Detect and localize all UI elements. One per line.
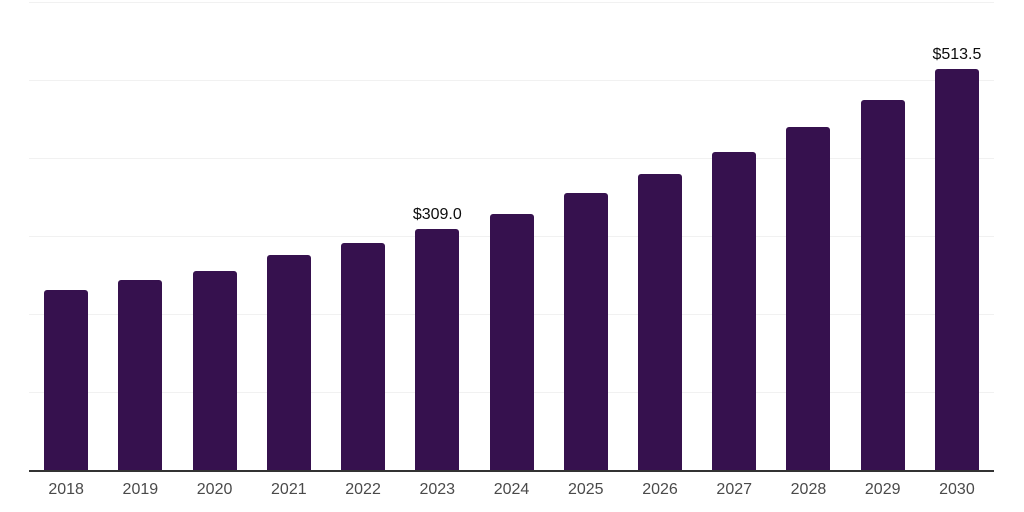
bar-slot-2018 <box>29 2 103 470</box>
gridline-400 <box>29 158 994 159</box>
bar-slot-2022 <box>326 2 400 470</box>
value-label-2023: $309.0 <box>412 205 462 223</box>
bar-slot-2028 <box>771 2 845 470</box>
x-tick-label-2026: 2026 <box>642 481 678 498</box>
bar-2023 <box>415 228 460 470</box>
bar-slot-2023: $309.0 <box>400 2 474 470</box>
x-tick-label-2028: 2028 <box>790 481 827 498</box>
x-axis-line <box>29 470 994 472</box>
bar-slot-2019 <box>103 2 177 470</box>
bar-2029 <box>860 99 905 470</box>
bar-2020 <box>192 271 237 470</box>
bar-slot-2027 <box>697 2 771 470</box>
bar-2028 <box>786 126 831 470</box>
x-tick-label-2020: 2020 <box>196 481 233 498</box>
x-tick-label-2021: 2021 <box>271 481 307 498</box>
bar-2021 <box>266 254 311 470</box>
x-tick-label-2030: 2030 <box>939 481 975 498</box>
x-tick-label-2023: 2023 <box>419 481 456 498</box>
bar-2026 <box>637 173 682 470</box>
bar-2025 <box>563 193 608 470</box>
x-tick-label-2029: 2029 <box>864 481 901 498</box>
x-tick-label-2027: 2027 <box>716 481 753 498</box>
bar-2024 <box>489 214 534 470</box>
bar-slot-2021 <box>252 2 326 470</box>
x-tick-label-2018: 2018 <box>48 481 84 498</box>
bar-slot-2030: $513.5 <box>920 2 994 470</box>
x-tick-label-2022: 2022 <box>345 481 381 498</box>
bar-slot-2020 <box>177 2 251 470</box>
bar-slot-2026 <box>623 2 697 470</box>
plot-area: $309.0 $513.5 <box>29 2 994 472</box>
x-tick-label-2025: 2025 <box>567 481 604 498</box>
value-label-2030: $513.5 <box>932 46 982 64</box>
x-tick-label-2019: 2019 <box>122 481 159 498</box>
bar-2022 <box>341 243 386 470</box>
gridline-500 <box>29 80 994 81</box>
bars-row: $309.0 $513.5 <box>29 2 994 470</box>
bar-2019 <box>118 279 163 470</box>
bar-2018 <box>44 290 89 470</box>
gridline-600 <box>29 2 994 3</box>
bar-slot-2024 <box>474 2 548 470</box>
bar-slot-2029 <box>846 2 920 470</box>
bar-2030 <box>934 69 979 470</box>
x-tick-label-2024: 2024 <box>493 481 530 498</box>
x-axis-labels: 2018 2019 2020 2021 2022 2023 2024 2025 2026 2027… <box>29 479 994 501</box>
bar-slot-2025 <box>549 2 623 470</box>
bar-2027 <box>712 151 757 470</box>
